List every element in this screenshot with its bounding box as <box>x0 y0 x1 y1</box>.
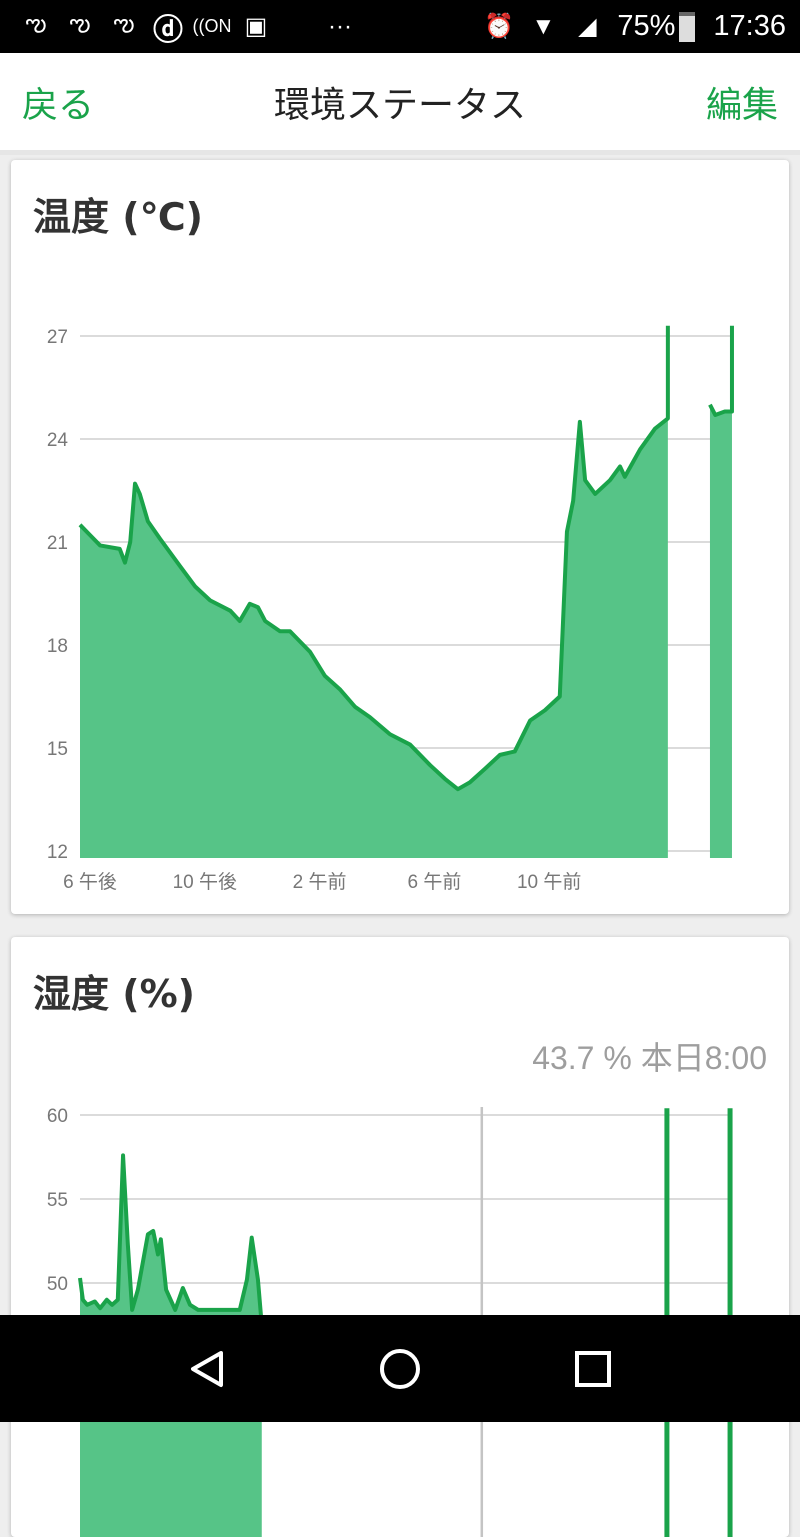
recents-nav-icon[interactable] <box>571 1347 615 1391</box>
y-tick-label: 55 <box>47 1190 68 1211</box>
wifi-icon: ▼ <box>531 12 556 40</box>
clock: 17:36 <box>713 10 786 42</box>
series-line <box>78 1153 264 1326</box>
y-tick-label: 12 <box>47 842 68 863</box>
battery-percent: 75% <box>617 10 676 42</box>
series-line <box>708 325 734 417</box>
x-tick-label: 6 午前 <box>407 871 461 893</box>
humidity-chart[interactable]: 50 55 60 <box>11 937 789 1537</box>
temperature-chart[interactable]: 12 15 18 21 24 27 6 午後 10 午後 2 午前 6 午前 10 午前 <box>11 160 789 914</box>
back-nav-icon[interactable] <box>185 1347 229 1391</box>
y-tick-label: 60 <box>47 1106 68 1127</box>
bird-notification-icon: ఌ <box>113 10 135 37</box>
y-tick-label: 27 <box>47 327 68 348</box>
y-tick-label: 18 <box>47 636 68 657</box>
humidity-title: 湿度 (%) <box>33 972 196 1016</box>
bird-notification-icon: ఌ <box>25 10 47 37</box>
y-tick-label: 15 <box>47 739 68 760</box>
status-bar: ఌ ఌ ఌ ⓓ ((ON ▣ ··· ⏰ ▼ ◢ 75% 17:36 <box>0 0 800 53</box>
navigation-bar <box>0 1315 800 1422</box>
series-area <box>709 325 732 858</box>
y-tick-label: 50 <box>47 1274 68 1295</box>
x-tick-label: 2 午前 <box>293 871 347 893</box>
battery-icon <box>679 11 696 42</box>
x-tick-label: 10 午前 <box>517 871 581 893</box>
x-tick-label: 10 午後 <box>173 871 237 893</box>
humidity-card: 湿度 (%) 43.7 % 本日8:00 50 55 60 <box>11 937 789 1537</box>
bird-notification-icon: ఌ <box>69 10 91 37</box>
x-tick-label: 6 午後 <box>63 871 117 893</box>
cell-signal-icon: ◢ <box>578 13 597 40</box>
image-icon: ▣ <box>244 13 268 40</box>
alarm-icon: ⏰ <box>484 13 515 40</box>
series-line <box>78 325 670 792</box>
nfc-on-icon: ((ON <box>192 16 232 36</box>
humidity-readout: 43.7 % 本日8:00 <box>532 1040 767 1076</box>
series-area <box>80 325 668 858</box>
home-nav-icon[interactable] <box>378 1347 422 1391</box>
back-button[interactable]: 戻る <box>22 84 95 126</box>
edit-button[interactable]: 編集 <box>705 84 778 126</box>
y-tick-label: 24 <box>47 430 69 451</box>
app-bar: 環境ステータス 戻る 編集 <box>0 53 800 155</box>
temperature-title: 温度 (℃) <box>33 195 203 239</box>
y-tick-label: 21 <box>47 533 68 554</box>
temperature-card: 温度 (℃) 12 15 18 21 24 27 6 午後 10 午後 2 午前 6 午前 10 午… <box>11 160 789 914</box>
more-dots-icon: ··· <box>328 12 352 40</box>
page-title: 環境ステータス <box>273 84 526 126</box>
d-app-icon: ⓓ <box>153 13 183 47</box>
